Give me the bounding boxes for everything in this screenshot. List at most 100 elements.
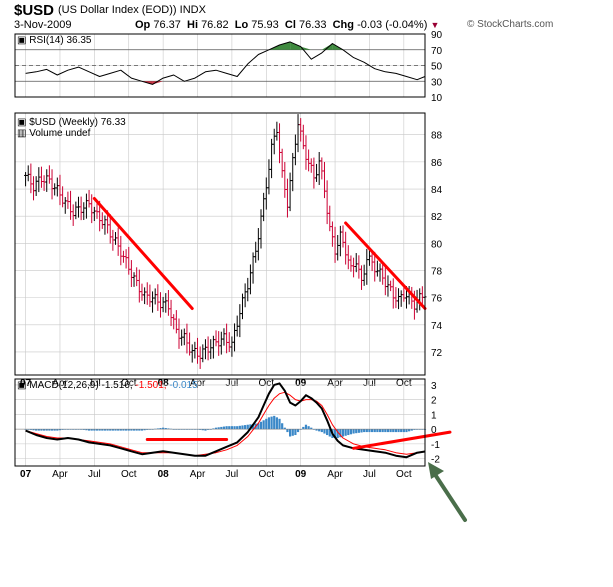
macd-histogram-bar bbox=[294, 429, 297, 436]
price-bar bbox=[230, 336, 234, 357]
macd-histogram-bar bbox=[209, 429, 212, 430]
macd-histogram-bar bbox=[183, 429, 186, 430]
macd-histogram-bar bbox=[262, 420, 265, 430]
macd-histogram-bar bbox=[159, 428, 162, 430]
price-ytick-84: 84 bbox=[431, 185, 443, 196]
macd-histogram-bar bbox=[288, 429, 292, 437]
macd-histogram-bar bbox=[392, 429, 395, 433]
macd-xtick-Jul: Jul bbox=[363, 469, 376, 480]
macd-xtick-Apr: Apr bbox=[190, 469, 206, 480]
macd-histogram-bar bbox=[299, 429, 302, 430]
change-value: -0.03 (-0.04%) bbox=[357, 19, 428, 31]
rsi-legend: ▣ RSI(14) 36.35 bbox=[17, 35, 92, 46]
macd-histogram-bar bbox=[199, 429, 202, 430]
macd-histogram-bar bbox=[175, 429, 178, 430]
price-bar bbox=[278, 123, 282, 164]
macd-xtick-07: 07 bbox=[20, 469, 32, 480]
price-bar bbox=[259, 209, 263, 249]
price-bar bbox=[352, 257, 356, 278]
price-bar bbox=[53, 183, 57, 196]
price-bar bbox=[172, 314, 176, 330]
price-ytick-72: 72 bbox=[431, 348, 443, 359]
macd-histogram-bar bbox=[53, 429, 56, 431]
price-bar bbox=[182, 328, 186, 346]
price-bar bbox=[116, 227, 120, 256]
price-bar bbox=[399, 290, 403, 307]
macd-xtick-08: 08 bbox=[158, 469, 170, 480]
macd-histogram-bar bbox=[363, 429, 366, 433]
rsi-ytick-90: 90 bbox=[431, 30, 443, 41]
price-bar bbox=[180, 329, 184, 346]
price-bar bbox=[362, 264, 366, 286]
price-xtick-Apr: Apr bbox=[327, 378, 343, 389]
price-bar bbox=[357, 255, 361, 279]
macd-histogram-bar bbox=[56, 429, 59, 431]
macd-histogram-bar bbox=[286, 429, 289, 433]
macd-histogram-bar bbox=[101, 429, 104, 431]
price-bar bbox=[198, 346, 202, 369]
macd-histogram-bar bbox=[389, 429, 392, 433]
price-bar bbox=[190, 344, 194, 363]
price-bar bbox=[272, 128, 276, 155]
macd-histogram-bar bbox=[119, 429, 122, 431]
macd-histogram-bar bbox=[77, 429, 80, 430]
macd-histogram-bar bbox=[143, 429, 146, 431]
macd-histogram-bar bbox=[283, 427, 286, 430]
macd-histogram-bar bbox=[74, 429, 77, 430]
price-bar bbox=[209, 339, 213, 360]
price-bar bbox=[161, 296, 165, 313]
price-bar bbox=[148, 284, 152, 307]
macd-ytick-0: 0 bbox=[431, 425, 437, 436]
price-xtick-Apr: Apr bbox=[52, 378, 68, 389]
macd-xtick-Jul: Jul bbox=[226, 469, 239, 480]
rsi-overbought-fill bbox=[321, 43, 333, 50]
price-bar bbox=[328, 205, 332, 232]
macd-histogram-bar bbox=[106, 429, 109, 431]
macd-histogram-bar bbox=[336, 429, 339, 438]
macd-histogram-bar bbox=[122, 429, 125, 431]
macd-histogram-bar bbox=[48, 429, 51, 431]
price-bar bbox=[322, 161, 326, 199]
macd-histogram-bar bbox=[132, 429, 136, 431]
macd-xtick-Apr: Apr bbox=[52, 469, 68, 480]
macd-legend-item-0: MACD(12,26,9) bbox=[29, 380, 101, 391]
price-bar bbox=[26, 165, 30, 182]
macd-histogram-bar bbox=[296, 429, 300, 433]
macd-panel-frame bbox=[14, 378, 426, 467]
symbol-name: (US Dollar Index (EOD)) INDX bbox=[58, 4, 206, 16]
down-triangle-icon: ▼ bbox=[430, 20, 440, 30]
price-trendline-0 bbox=[92, 197, 194, 310]
macd-histogram-bar bbox=[244, 425, 247, 430]
price-bar bbox=[288, 172, 292, 212]
price-bar bbox=[69, 190, 73, 220]
macd-histogram-bar bbox=[196, 429, 199, 430]
price-bar bbox=[296, 114, 300, 153]
macd-histogram-bar bbox=[95, 429, 99, 431]
price-bar bbox=[251, 252, 255, 284]
price-bar bbox=[129, 260, 133, 288]
macd-histogram-bar bbox=[400, 429, 403, 433]
price-bar bbox=[243, 283, 247, 308]
price-trendline-1 bbox=[344, 221, 427, 310]
price-bar bbox=[256, 228, 260, 261]
macd-histogram-bar bbox=[257, 423, 260, 430]
macd-legend-item-2: -1.501, bbox=[135, 380, 169, 391]
macd-xtick-Jul: Jul bbox=[88, 469, 101, 480]
price-bar bbox=[301, 124, 305, 150]
macd-histogram-bar bbox=[333, 429, 337, 438]
macd-histogram-bar bbox=[228, 426, 231, 430]
price-bar bbox=[206, 336, 210, 361]
macd-histogram-bar bbox=[352, 429, 355, 434]
macd-histogram-bar bbox=[24, 429, 27, 430]
price-bar bbox=[336, 235, 340, 261]
macd-histogram-bar bbox=[135, 429, 138, 431]
price-bar bbox=[275, 121, 279, 141]
macd-histogram-bar bbox=[315, 429, 318, 431]
price-bar bbox=[151, 291, 155, 313]
price-bar bbox=[58, 174, 62, 206]
macd-histogram-bar bbox=[87, 429, 91, 431]
macd-histogram-bar bbox=[114, 429, 117, 431]
stockcharts-credit[interactable]: © StockCharts.com bbox=[467, 19, 554, 30]
macd-histogram-bar bbox=[93, 429, 96, 431]
